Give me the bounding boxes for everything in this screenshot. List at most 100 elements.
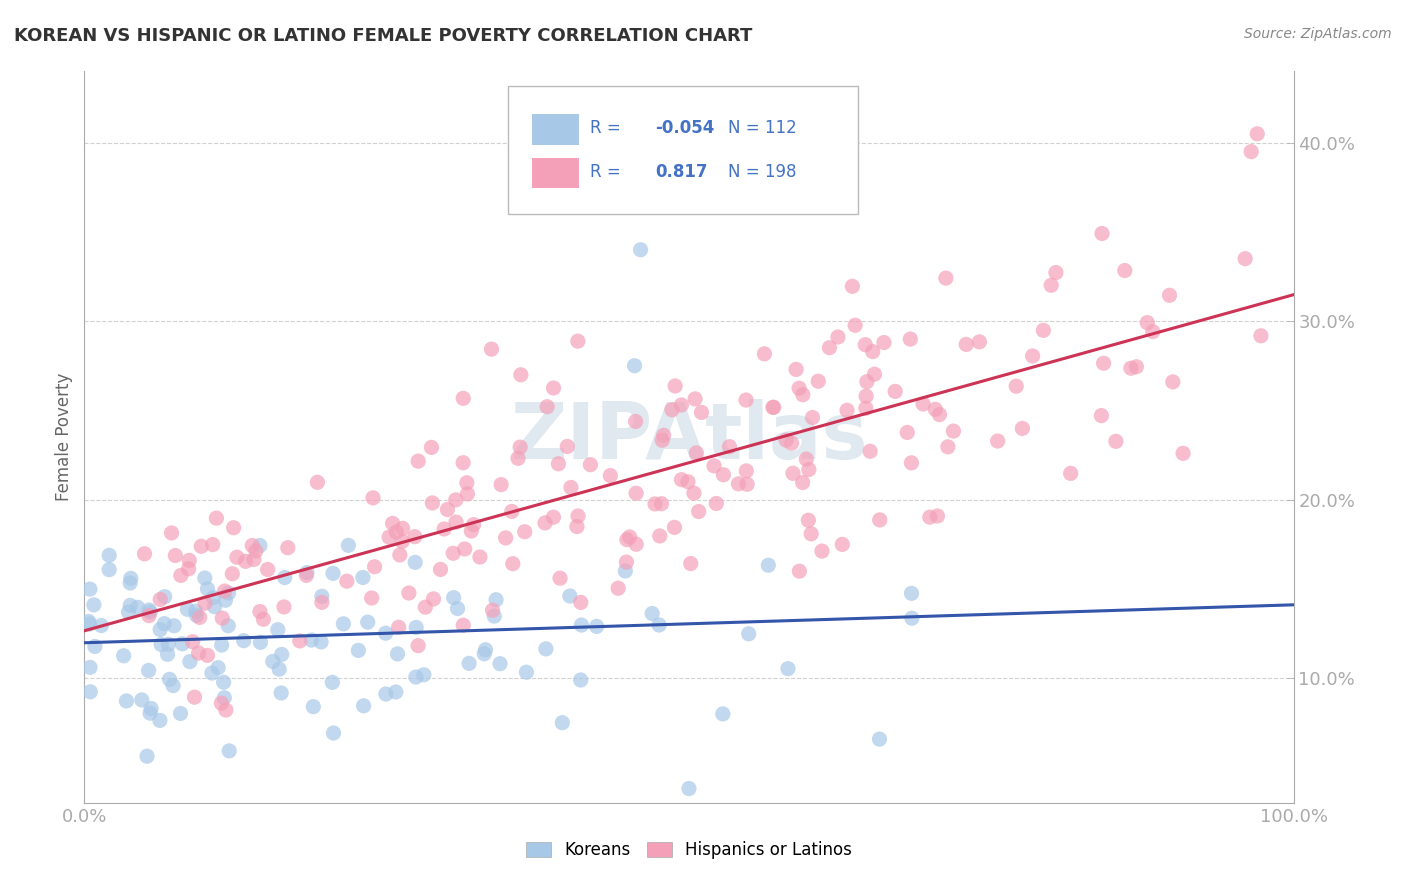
Point [353, 698, 375, 713]
Point [928, 408, 950, 422]
Point [551, 715, 574, 730]
Point [211, 638, 233, 652]
Point [332, 616, 354, 631]
Point [782, 467, 804, 481]
Point [451, 618, 474, 632]
Point [1060, 467, 1083, 481]
Point [131, 693, 153, 707]
Point [249, 605, 271, 619]
Point [797, 462, 820, 476]
Point [274, 570, 297, 584]
Point [648, 618, 671, 632]
Point [454, 541, 477, 556]
Point [214, 690, 236, 705]
Point [177, 562, 200, 576]
Point [811, 544, 834, 558]
Point [792, 387, 814, 401]
Point [388, 548, 411, 562]
Point [188, 610, 211, 624]
Point [484, 609, 506, 624]
Text: N = 112: N = 112 [728, 120, 796, 137]
Point [1159, 288, 1181, 302]
Point [218, 586, 240, 600]
Point [567, 508, 589, 523]
Point [398, 586, 420, 600]
Point [159, 673, 181, 687]
Point [718, 440, 741, 454]
Point [240, 539, 263, 553]
Point [855, 401, 877, 416]
Y-axis label: Female Poverty: Female Poverty [55, 373, 73, 501]
Point [378, 530, 401, 544]
Text: R =: R = [589, 120, 626, 137]
Point [194, 571, 217, 585]
Point [624, 414, 647, 428]
Point [115, 694, 138, 708]
Point [927, 508, 949, 523]
Point [270, 648, 292, 662]
Point [841, 279, 863, 293]
Point [221, 566, 243, 581]
Point [444, 515, 467, 529]
Point [218, 744, 240, 758]
Point [485, 592, 508, 607]
Point [579, 458, 602, 472]
Point [226, 550, 249, 565]
Point [215, 703, 238, 717]
Point [153, 616, 176, 631]
Point [405, 670, 427, 684]
Point [232, 633, 254, 648]
Point [170, 568, 193, 582]
Point [172, 637, 194, 651]
Point [235, 554, 257, 568]
Point [157, 637, 180, 651]
Point [969, 334, 991, 349]
Point [79, 685, 101, 699]
Point [652, 428, 675, 442]
Point [186, 608, 208, 623]
Point [509, 368, 531, 382]
Point [896, 425, 918, 440]
Point [1142, 325, 1164, 339]
Point [1246, 127, 1268, 141]
Point [789, 564, 811, 578]
Point [792, 475, 814, 490]
Point [295, 568, 318, 582]
Point [648, 529, 671, 543]
Point [727, 476, 749, 491]
Point [560, 480, 582, 494]
Point [664, 520, 686, 534]
Point [859, 444, 882, 458]
Point [762, 401, 785, 415]
Point [387, 647, 409, 661]
Point [460, 524, 482, 538]
Point [245, 544, 267, 558]
Point [412, 667, 434, 681]
Point [853, 337, 876, 351]
Point [644, 497, 666, 511]
Point [599, 468, 621, 483]
Point [1161, 375, 1184, 389]
Point [735, 464, 758, 478]
Point [160, 525, 183, 540]
Point [468, 549, 491, 564]
Point [935, 271, 957, 285]
Point [139, 706, 162, 721]
Point [405, 620, 427, 634]
Point [153, 590, 176, 604]
Point [458, 657, 481, 671]
Point [98, 563, 121, 577]
Point [201, 538, 224, 552]
Point [90, 618, 112, 632]
Point [624, 486, 647, 500]
Point [77, 615, 100, 629]
Point [1005, 379, 1028, 393]
Point [360, 591, 382, 605]
Point [664, 379, 686, 393]
FancyBboxPatch shape [531, 158, 579, 188]
Point [256, 562, 278, 576]
Point [534, 641, 557, 656]
Point [502, 557, 524, 571]
Point [120, 576, 142, 591]
Point [1240, 145, 1263, 159]
